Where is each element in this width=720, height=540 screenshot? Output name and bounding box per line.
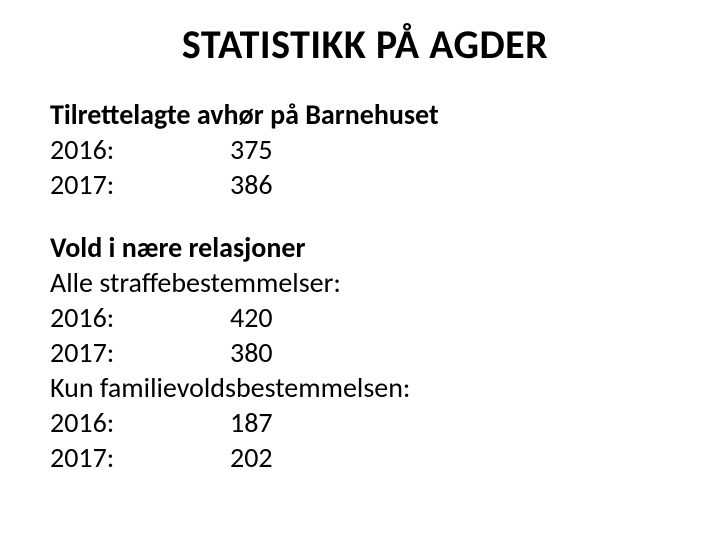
stat-value: 202 xyxy=(230,440,273,475)
section-heading-barnehuset: Tilrettelagte avhør på Barnehuset xyxy=(50,97,680,132)
stat-year: 2016: xyxy=(50,405,230,440)
stat-row: 2017: 386 xyxy=(50,167,680,202)
section-heading-vold: Vold i nære relasjoner xyxy=(50,230,680,265)
page-title: STATISTIKK PÅ AGDER xyxy=(50,20,680,69)
stat-year: 2016: xyxy=(50,132,230,167)
stat-year: 2017: xyxy=(50,440,230,475)
stat-row: 2016: 187 xyxy=(50,405,680,440)
stat-year: 2017: xyxy=(50,167,230,202)
stat-row: 2016: 375 xyxy=(50,132,680,167)
stat-year: 2017: xyxy=(50,335,230,370)
stat-value: 420 xyxy=(230,300,273,335)
stat-value: 386 xyxy=(230,167,273,202)
stat-value: 187 xyxy=(230,405,273,440)
section-barnehuset: Tilrettelagte avhør på Barnehuset 2016: … xyxy=(50,97,680,202)
stat-row: 2017: 202 xyxy=(50,440,680,475)
sub-label-kun: Kun familievoldsbestemmelsen: xyxy=(50,370,680,405)
stat-row: 2016: 420 xyxy=(50,300,680,335)
section-vold: Vold i nære relasjoner Alle straffebeste… xyxy=(50,230,680,475)
stat-value: 375 xyxy=(230,132,273,167)
stat-year: 2016: xyxy=(50,300,230,335)
stat-row: 2017: 380 xyxy=(50,335,680,370)
sub-label-alle: Alle straffebestemmelser: xyxy=(50,265,680,300)
stat-value: 380 xyxy=(230,335,273,370)
slide: STATISTIKK PÅ AGDER Tilrettelagte avhør … xyxy=(0,0,720,540)
